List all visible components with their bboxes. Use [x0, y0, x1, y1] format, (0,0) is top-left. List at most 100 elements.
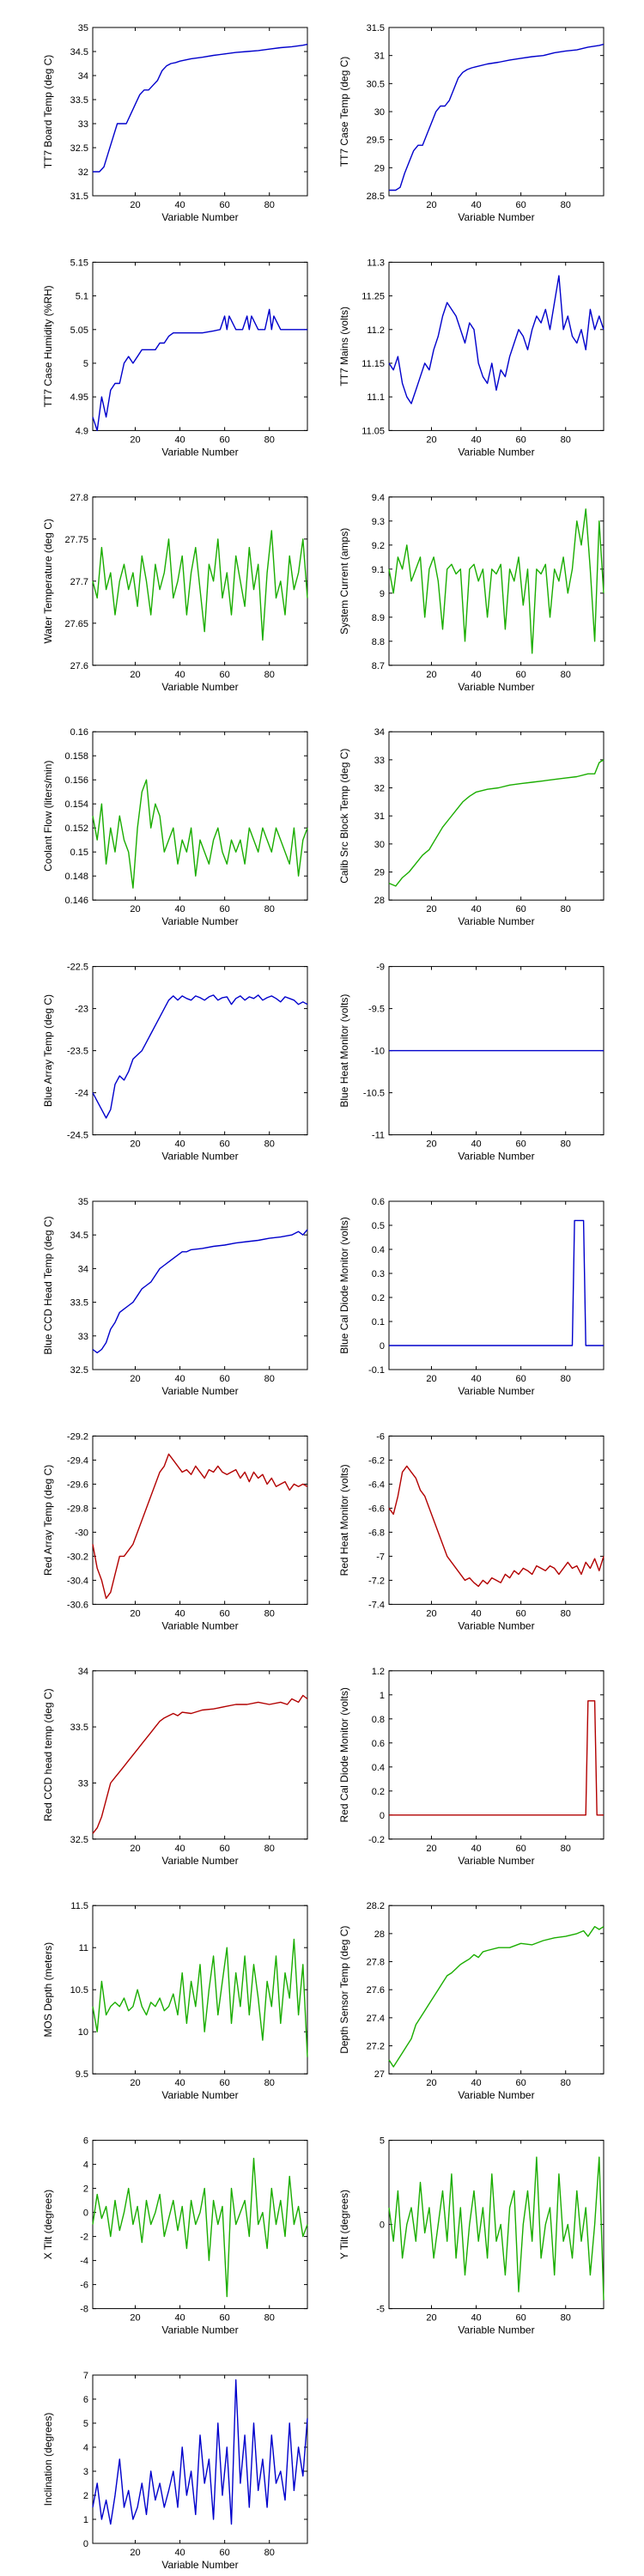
y-tick-label: 0.154	[64, 799, 88, 810]
chart-p4: 11.05 11.1 11.15 11.2 11.25 11.3 20 40 60 80 Varia…	[338, 258, 605, 458]
x-axis-label: Variable Number	[161, 1855, 238, 1867]
series-line	[93, 43, 308, 173]
y-tick-label: 11.2	[367, 325, 385, 336]
chart-p9: -24.5 -24 -23.5 -23 -22.5 20 40 60 80 Variable Nu…	[42, 963, 308, 1163]
y-tick-label: 4.95	[70, 392, 88, 403]
chart-p14: -7.4 -7.2 -7 -6.8 -6.6 -6.4 -6.2 -6 20 40 60 80 Vari…	[338, 1431, 605, 1631]
x-axis-label: Variable Number	[161, 1385, 238, 1397]
x-tick-label: 20	[426, 2078, 436, 2088]
x-axis-label: Variable Number	[458, 211, 534, 223]
x-tick-label: 80	[264, 1608, 275, 1619]
plot-frame	[388, 1670, 605, 1840]
y-tick-label: -30.4	[67, 1576, 88, 1586]
x-axis-label: Variable Number	[458, 681, 534, 693]
y-tick-label: -30.2	[67, 1552, 88, 1562]
x-tick-label: 40	[174, 434, 185, 445]
y-tick-label: -30.6	[67, 1600, 88, 1610]
y-tick-label: 0.4	[372, 1763, 385, 1773]
x-tick-label: 80	[561, 904, 571, 914]
y-axis-label: Coolant Flow (liters/min)	[42, 761, 54, 872]
y-tick-label: 34.5	[70, 1230, 88, 1241]
y-tick-label: 0.156	[64, 775, 88, 786]
plot-frame	[92, 1200, 308, 1370]
y-tick-label: 0	[380, 1811, 385, 1821]
plot-frame	[92, 261, 308, 431]
y-tick-label: -10.5	[363, 1089, 385, 1099]
x-tick-label: 40	[471, 2313, 481, 2324]
y-axis-label: Red Cal Diode Monitor (volts)	[338, 1687, 350, 1822]
x-axis-label: Variable Number	[161, 1619, 238, 1631]
y-tick-label: -29.6	[67, 1479, 88, 1490]
x-tick-label: 20	[426, 1608, 436, 1619]
y-tick-label: 11.1	[367, 392, 385, 403]
plot-frame	[388, 496, 605, 666]
series-line	[92, 994, 308, 1119]
x-tick-label: 80	[264, 1374, 275, 1384]
x-tick-label: 60	[516, 670, 526, 680]
y-tick-label: 0	[83, 2208, 88, 2219]
y-tick-label: -7	[376, 1552, 385, 1562]
y-axis-label: Inclination (degrees)	[42, 2413, 54, 2506]
y-tick-label: 27.2	[367, 2042, 385, 2052]
x-tick-label: 40	[471, 1374, 481, 1384]
y-tick-label: 5	[380, 2136, 385, 2147]
y-axis-label: Blue Cal Diode Monitor (volts)	[338, 1217, 350, 1353]
x-tick-label: 40	[174, 2548, 185, 2558]
y-tick-label: 11.5	[70, 1901, 88, 1911]
y-tick-label: 33	[78, 1778, 88, 1789]
x-tick-label: 80	[561, 1374, 571, 1384]
x-tick-label: 40	[174, 904, 185, 914]
plot-frame	[388, 27, 605, 197]
y-tick-label: 0.4	[372, 1245, 385, 1255]
y-axis-label: TT7 Mains (volts)	[338, 307, 350, 386]
x-axis-label: Variable Number	[458, 2324, 534, 2336]
y-tick-label: 29	[374, 868, 385, 878]
y-axis-label: X Tilt (degrees)	[42, 2190, 54, 2259]
x-tick-label: 20	[130, 200, 140, 210]
x-tick-label: 60	[516, 1139, 526, 1150]
x-tick-label: 60	[516, 1608, 526, 1619]
plot-frame	[388, 731, 605, 901]
y-tick-label: 0	[83, 2539, 88, 2549]
y-axis-label: Red CCD head temp (deg C)	[42, 1688, 54, 1821]
series-line	[388, 508, 605, 654]
x-tick-label: 40	[174, 2313, 185, 2324]
y-tick-label: -23	[75, 1005, 88, 1015]
y-tick-label: 27.4	[367, 2014, 385, 2024]
x-tick-label: 40	[471, 2078, 481, 2088]
chart-p7: 0.146 0.148 0.15 0.152 0.154 0.156 0.158 0.16 20…	[42, 727, 308, 927]
y-tick-label: -7.2	[368, 1576, 385, 1586]
x-tick-label: 40	[174, 670, 185, 680]
y-tick-label: -6.8	[368, 1528, 385, 1538]
chart-p1: 31.5 32 32.5 33 33.5 34 34.5 35 20 40 60 80 Variable…	[42, 23, 308, 223]
x-axis-label: Variable Number	[161, 2559, 238, 2571]
y-axis-label: Y Tilt (degrees)	[338, 2190, 350, 2259]
y-tick-label: 7	[83, 2371, 88, 2381]
series-line	[389, 43, 605, 191]
y-tick-label: -4	[80, 2257, 88, 2267]
chart-p11: 32.5 33 33.5 34 34.5 35 20 40 60 80 Variable Numbe…	[42, 1197, 308, 1397]
x-tick-label: 60	[220, 904, 230, 914]
chart-p20: -5 0 5 20 40 60 80 Variable Number Y Tilt (degre…	[338, 2136, 605, 2336]
y-axis-label: Blue Heat Monitor (volts)	[338, 994, 350, 1108]
plot-frame	[92, 2374, 308, 2544]
x-tick-label: 80	[561, 434, 571, 445]
y-tick-label: 4	[83, 2160, 88, 2171]
y-tick-label: 33	[374, 756, 385, 766]
y-tick-label: 11	[79, 1943, 88, 1953]
y-axis-label: System Current (amps)	[338, 528, 350, 635]
chart-p2: 28.5 29 29.5 30 30.5 31 31.5 20 40 60 80 Variable N…	[338, 23, 605, 223]
y-axis-label: Water Temperature (deg C)	[42, 519, 54, 643]
x-tick-label: 20	[426, 670, 436, 680]
plot-frame	[388, 2140, 605, 2310]
y-tick-label: 0.6	[372, 1739, 385, 1749]
y-tick-label: 5	[83, 2419, 88, 2429]
y-tick-label: 9.2	[372, 541, 385, 551]
series-line	[92, 1229, 308, 1354]
y-tick-label: 27	[374, 2069, 385, 2080]
y-tick-label: -11	[372, 1131, 385, 1141]
x-tick-label: 20	[130, 2313, 140, 2324]
x-tick-label: 80	[264, 2548, 275, 2558]
y-tick-label: -9.5	[368, 1005, 385, 1015]
y-tick-label: 34.5	[70, 47, 88, 58]
